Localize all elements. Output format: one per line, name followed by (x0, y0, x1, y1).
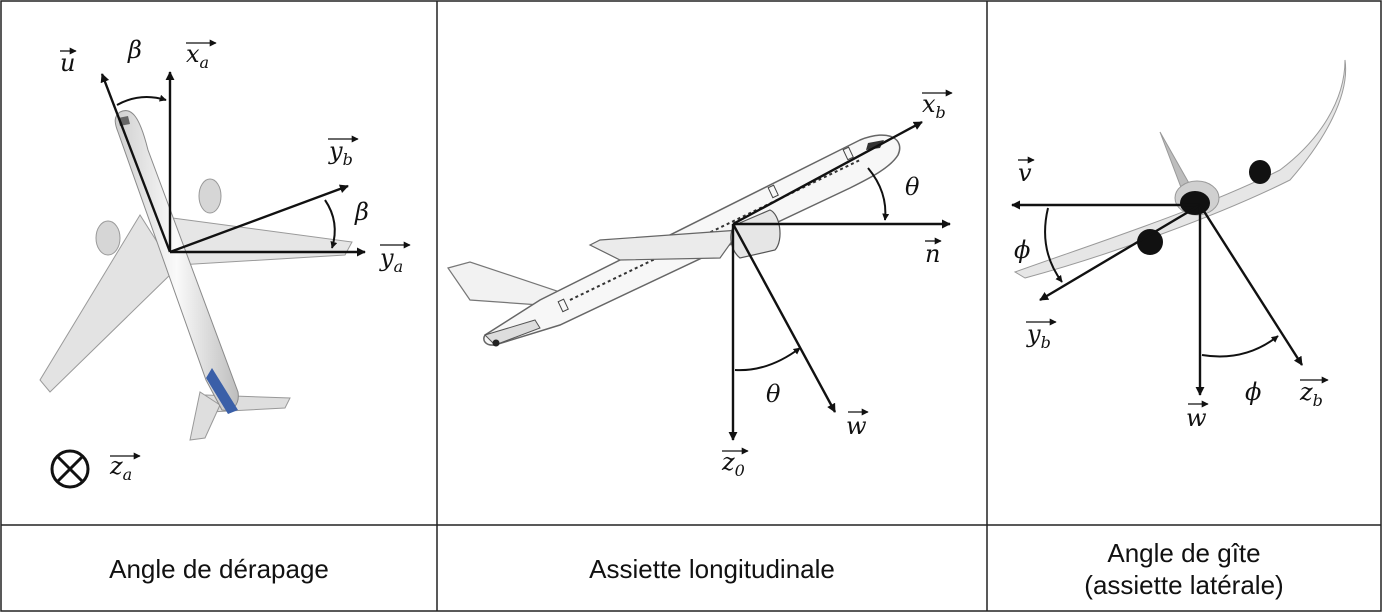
pitch-labels: xb θ n θ w z0 (721, 89, 953, 480)
label-yb: yb (328, 135, 359, 169)
svg-text:v: v (1018, 159, 1032, 187)
caption-sideslip-line1: Angle de dérapage (109, 553, 329, 584)
svg-text:n: n (925, 240, 940, 268)
caption-bank: Angle de gîte (assiette latérale) (988, 526, 1380, 611)
label-w: w (846, 408, 869, 440)
label-z0: z0 (721, 447, 749, 480)
label-ya: ya (379, 241, 411, 276)
label-u: u (60, 47, 77, 77)
label-za: za (109, 452, 141, 484)
panel-sideslip: u β xa yb β ya za (39, 36, 411, 489)
za-out-of-plane-symbol (50, 449, 90, 489)
svg-text:xa: xa (186, 40, 209, 72)
label-w: w (1186, 400, 1209, 432)
label-beta-right: β (354, 198, 369, 226)
label-yb: yb (1026, 318, 1057, 352)
bank-labels: v ϕ yb w ϕ zb (1014, 156, 1329, 432)
svg-text:yb: yb (1026, 320, 1051, 352)
pitch-vectors (728, 120, 951, 441)
svg-text:u: u (60, 49, 75, 77)
svg-text:za: za (109, 452, 132, 484)
aircraft-front-view (1013, 59, 1347, 279)
caption-bank-line1: Angle de gîte (1107, 537, 1261, 568)
label-zb: zb (1299, 376, 1329, 410)
panel-bank: v ϕ yb w ϕ zb (1011, 59, 1347, 432)
label-v: v (1018, 156, 1035, 187)
svg-text:ya: ya (379, 244, 403, 276)
label-phi-left: ϕ (1014, 236, 1030, 264)
svg-text:z0: z0 (721, 448, 745, 480)
sideslip-vectors (100, 71, 366, 257)
aircraft-side-view (447, 134, 901, 347)
caption-pitch: Assiette longitudinale (438, 526, 986, 611)
sideslip-labels: u β xa yb β ya za (60, 36, 411, 484)
bank-vectors (1011, 200, 1304, 396)
svg-text:yb: yb (328, 137, 353, 169)
caption-sideslip: Angle de dérapage (2, 526, 436, 611)
label-xa: xa (186, 39, 217, 72)
svg-text:w: w (846, 412, 867, 440)
caption-pitch-line1: Assiette longitudinale (589, 553, 835, 584)
panel-pitch: xb θ n θ w z0 (447, 89, 953, 480)
label-xb: xb (922, 89, 953, 122)
label-n: n (925, 237, 942, 268)
caption-bank-line2: (assiette latérale) (1084, 569, 1284, 600)
svg-text:xb: xb (922, 90, 946, 122)
label-theta-top: θ (905, 173, 920, 201)
label-beta-top: β (127, 36, 142, 64)
label-theta-bottom: θ (766, 380, 781, 408)
svg-text:w: w (1186, 404, 1207, 432)
svg-text:zb: zb (1299, 378, 1323, 410)
aircraft-top-view (39, 110, 353, 441)
label-phi-bottom: ϕ (1245, 378, 1261, 406)
